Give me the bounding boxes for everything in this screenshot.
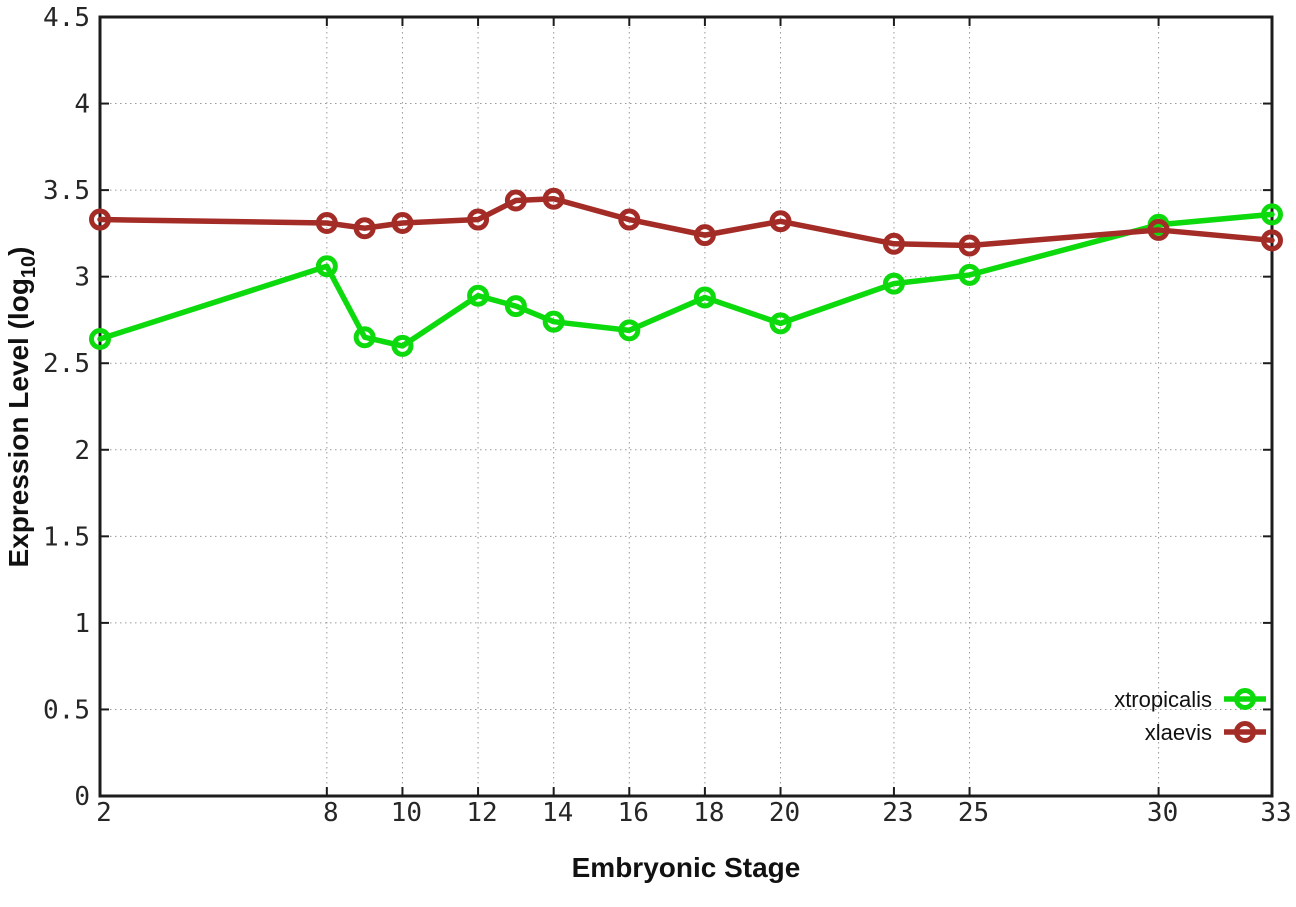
axis-layer: 2 8 10 12 14 16 18 20 23 25 30 33 0 0.5 1 1.5 2 2.5 3 3.5 4 4… <box>43 3 1292 828</box>
data-point-xtropicalis-16 <box>618 319 641 342</box>
y-tick-label: 2 <box>74 436 90 466</box>
x-tick-label: 20 <box>769 798 800 828</box>
data-point-xlaevis-33 <box>1261 229 1283 252</box>
y-tick-label: 0.5 <box>43 695 90 725</box>
y-axis-title: Expression Level (log10) <box>3 247 40 568</box>
data-point-xlaevis-30 <box>1147 218 1170 241</box>
y-tick-label: 0 <box>74 782 90 812</box>
data-point-xlaevis-2 <box>89 208 111 231</box>
data-point-xlaevis-10 <box>391 212 414 235</box>
x-tick-label: 33 <box>1260 798 1291 828</box>
data-point-xlaevis-14 <box>542 187 565 210</box>
y-tick-label: 1.5 <box>43 522 90 552</box>
legend-sample-marker-xtropicalis <box>1234 688 1256 710</box>
legend-label-xtropicalis: xtropicalis <box>1114 687 1212 712</box>
x-tick-label: 30 <box>1147 798 1178 828</box>
data-point-xtropicalis-8 <box>315 255 338 278</box>
data-point-xtropicalis-2 <box>89 327 111 350</box>
x-tick-label: 10 <box>391 798 422 828</box>
data-point-xlaevis-20 <box>769 210 792 233</box>
data-point-xtropicalis-25 <box>958 263 981 286</box>
data-point-xtropicalis-14 <box>542 310 565 333</box>
legend-label-xlaevis: xlaevis <box>1145 720 1212 745</box>
y-tick-label: 1 <box>74 609 90 639</box>
data-point-xtropicalis-10 <box>391 334 414 357</box>
data-point-xtropicalis-18 <box>693 286 716 309</box>
grid-layer <box>100 17 1272 796</box>
y-tick-label: 3.5 <box>43 176 90 206</box>
data-point-xlaevis-8 <box>315 212 338 235</box>
data-point-xtropicalis-20 <box>769 312 792 335</box>
x-axis-title: Embryonic Stage <box>572 852 801 883</box>
data-point-xtropicalis-23 <box>882 272 905 295</box>
data-point-xlaevis-25 <box>958 234 981 257</box>
data-point-xlaevis-16 <box>618 208 641 231</box>
y-tick-label: 4 <box>74 90 90 120</box>
legend-sample-layer <box>1224 688 1266 743</box>
data-point-xlaevis-13 <box>504 189 527 212</box>
data-point-xlaevis-9 <box>353 217 376 240</box>
x-tick-label: 18 <box>693 798 724 828</box>
plot-border <box>98 15 1274 798</box>
y-axis-title-prefix: Expression Level (log <box>3 278 34 567</box>
y-tick-label: 3 <box>74 263 90 293</box>
data-point-xtropicalis-9 <box>353 326 376 349</box>
data-point-xlaevis-12 <box>467 208 490 231</box>
y-axis-title-suffix: ) <box>3 247 34 256</box>
data-point-xtropicalis-12 <box>467 284 490 307</box>
x-tick-label: 25 <box>958 798 989 828</box>
data-point-xlaevis-18 <box>693 224 716 247</box>
data-point-xtropicalis-13 <box>504 295 527 318</box>
y-tick-label: 4.5 <box>43 3 90 33</box>
x-tick-label: 2 <box>96 798 112 828</box>
x-tick-label: 23 <box>882 798 913 828</box>
series-layer <box>89 187 1283 357</box>
x-tick-label: 8 <box>323 798 339 828</box>
data-point-xlaevis-23 <box>882 232 905 255</box>
x-tick-label: 12 <box>466 798 497 828</box>
y-axis-title-subscript: 10 <box>18 256 40 278</box>
legend-sample-marker-xlaevis <box>1234 721 1256 743</box>
y-tick-label: 2.5 <box>43 349 90 379</box>
data-point-xtropicalis-33 <box>1261 203 1283 226</box>
x-tick-label: 16 <box>618 798 649 828</box>
x-tick-label: 14 <box>542 798 573 828</box>
